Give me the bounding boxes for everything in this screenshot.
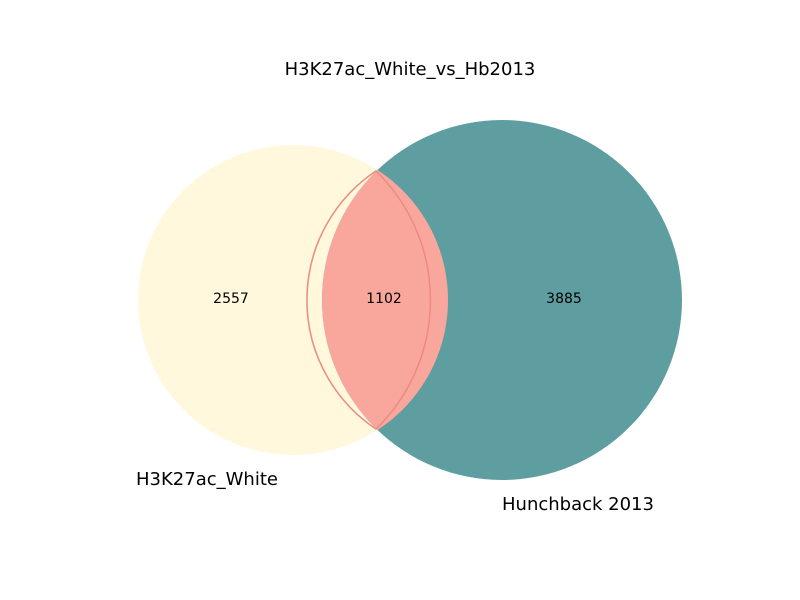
- set-a-label: H3K27ac_White: [136, 469, 278, 490]
- intersection-outline: [306, 170, 432, 430]
- set-b-label: Hunchback 2013: [502, 494, 654, 515]
- set-a-only-count: 2557: [213, 291, 249, 307]
- intersection-region: [322, 145, 448, 455]
- intersection-count: 1102: [366, 291, 402, 307]
- chart-title: H3K27ac_White_vs_Hb2013: [285, 59, 536, 80]
- set-b-only-count: 3885: [546, 291, 582, 307]
